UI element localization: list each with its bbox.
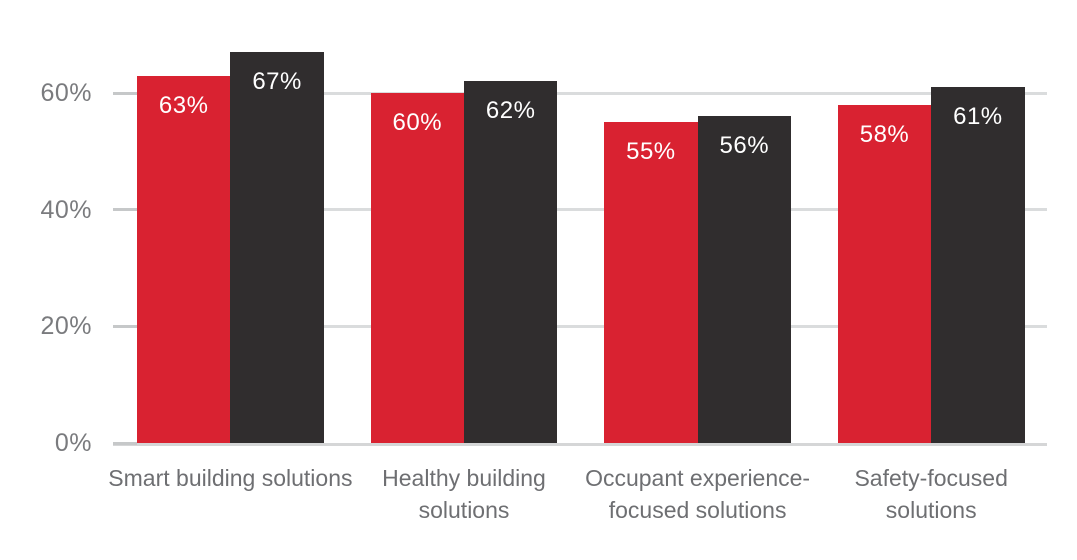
x-axis-line <box>113 442 1047 446</box>
category-label: Healthy building solutions <box>382 465 546 523</box>
y-axis-label: 60% <box>40 79 92 107</box>
bar-value-label: 63% <box>158 91 209 119</box>
y-axis-label: 0% <box>54 429 92 457</box>
bar-value-label: 60% <box>392 109 443 136</box>
y-axis-tick <box>113 91 137 95</box>
category-label: Smart building solutions <box>108 465 353 491</box>
bar-red-bars-3 <box>604 122 698 443</box>
grid-line <box>113 324 1047 328</box>
bar-red-bars-1 <box>137 75 231 443</box>
y-axis-tick <box>113 208 137 212</box>
bar-value-label: 62% <box>485 97 536 125</box>
grid-line <box>113 208 1047 212</box>
bar-value-label: 55% <box>626 138 676 166</box>
grid-line <box>113 91 1047 95</box>
bar-value-label: 61% <box>953 103 1003 131</box>
bar-red-bars-4 <box>837 104 932 443</box>
bar-value-label: 58% <box>859 120 910 148</box>
bar-red-bars-2 <box>370 93 464 443</box>
y-axis-label: 40% <box>40 195 92 224</box>
category-label: Safety-focused solutions <box>854 465 1008 523</box>
bar-value-label: 56% <box>719 132 770 160</box>
y-axis-tick <box>113 324 137 328</box>
bar-dark-bars-1 <box>230 52 324 443</box>
bar-dark-bars-4 <box>931 87 1025 443</box>
y-axis-tick <box>113 441 137 445</box>
bar-dark-bars-2 <box>464 81 558 443</box>
y-axis-label: 20% <box>40 312 92 341</box>
category-label: Occupant experience-focused solutions <box>585 465 811 523</box>
bar-dark-bars-3 <box>697 116 791 443</box>
bar-value-label: 67% <box>252 68 302 96</box>
